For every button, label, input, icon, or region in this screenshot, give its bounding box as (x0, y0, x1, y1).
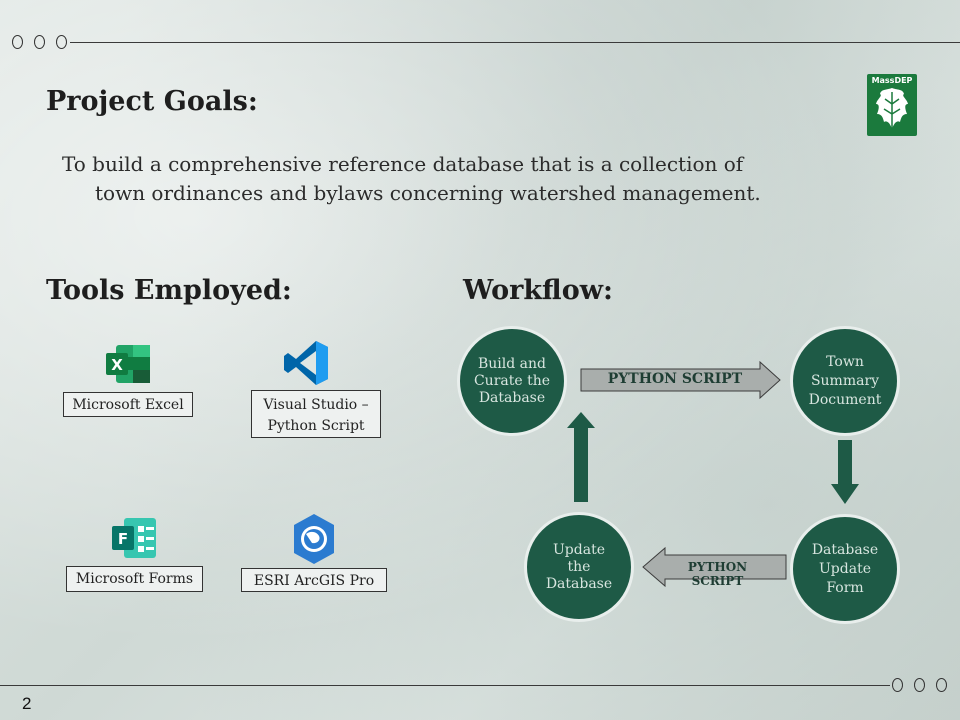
vscode-label-line-2: Python Script (267, 418, 365, 434)
svg-text:X: X (111, 356, 123, 374)
page-number: 2 (22, 694, 32, 713)
node-text: Database (478, 389, 546, 406)
forms-icon: F (110, 516, 158, 564)
arcgis-icon (291, 512, 337, 570)
vscode-icon (282, 339, 330, 391)
node-text: Update (553, 541, 605, 558)
ring-ornament (892, 678, 903, 692)
goals-line-2: town ordinances and bylaws concerning wa… (95, 181, 761, 205)
massdep-logo (867, 74, 917, 136)
vscode-label-line-1: Visual Studio – (263, 397, 369, 413)
arrow-right (580, 360, 781, 400)
node-text: Build and (478, 355, 546, 372)
arrow-bottom-label: PYTHON SCRIPT (687, 560, 748, 588)
node-text: Town (826, 353, 864, 370)
arrow-down (831, 440, 859, 504)
arrow-left (642, 546, 787, 588)
forms-label: Microsoft Forms (66, 566, 203, 592)
top-divider (70, 42, 960, 43)
node-text: Curate the (473, 372, 551, 389)
arrow-up (567, 412, 595, 502)
node-text: Document (808, 391, 882, 408)
arrow-top-label: PYTHON SCRIPT (607, 371, 743, 387)
ring-ornament (914, 678, 925, 692)
node-text: Form (826, 579, 864, 596)
workflow-heading: Workflow: (463, 275, 613, 306)
node-build-database: Build and Curate the Database (457, 326, 567, 436)
goals-line-1: To build a comprehensive reference datab… (62, 152, 744, 176)
oak-leaf-icon (876, 88, 908, 130)
logo-text: MassDEP (871, 76, 913, 85)
excel-label: Microsoft Excel (63, 392, 193, 417)
goals-heading: Project Goals: (46, 86, 258, 117)
ring-ornament (12, 35, 23, 49)
node-text: the (567, 558, 591, 575)
node-text: Update (819, 560, 871, 577)
bottom-divider (0, 685, 890, 686)
ring-ornament (34, 35, 45, 49)
node-update-form: Database Update Form (790, 514, 900, 624)
excel-icon: X (104, 343, 152, 389)
vscode-label: Visual Studio – Python Script (251, 390, 381, 438)
ring-ornament (936, 678, 947, 692)
node-text: Database (811, 541, 879, 558)
ring-ornament (56, 35, 67, 49)
svg-text:F: F (118, 530, 128, 548)
node-text: Database (545, 575, 613, 592)
node-text: Summary (810, 372, 880, 389)
node-update-database: Update the Database (524, 512, 634, 622)
goals-text: To build a comprehensive reference datab… (62, 150, 862, 208)
arcgis-label: ESRI ArcGIS Pro (241, 568, 387, 592)
node-town-summary: Town Summary Document (790, 326, 900, 436)
tools-heading: Tools Employed: (46, 275, 292, 306)
